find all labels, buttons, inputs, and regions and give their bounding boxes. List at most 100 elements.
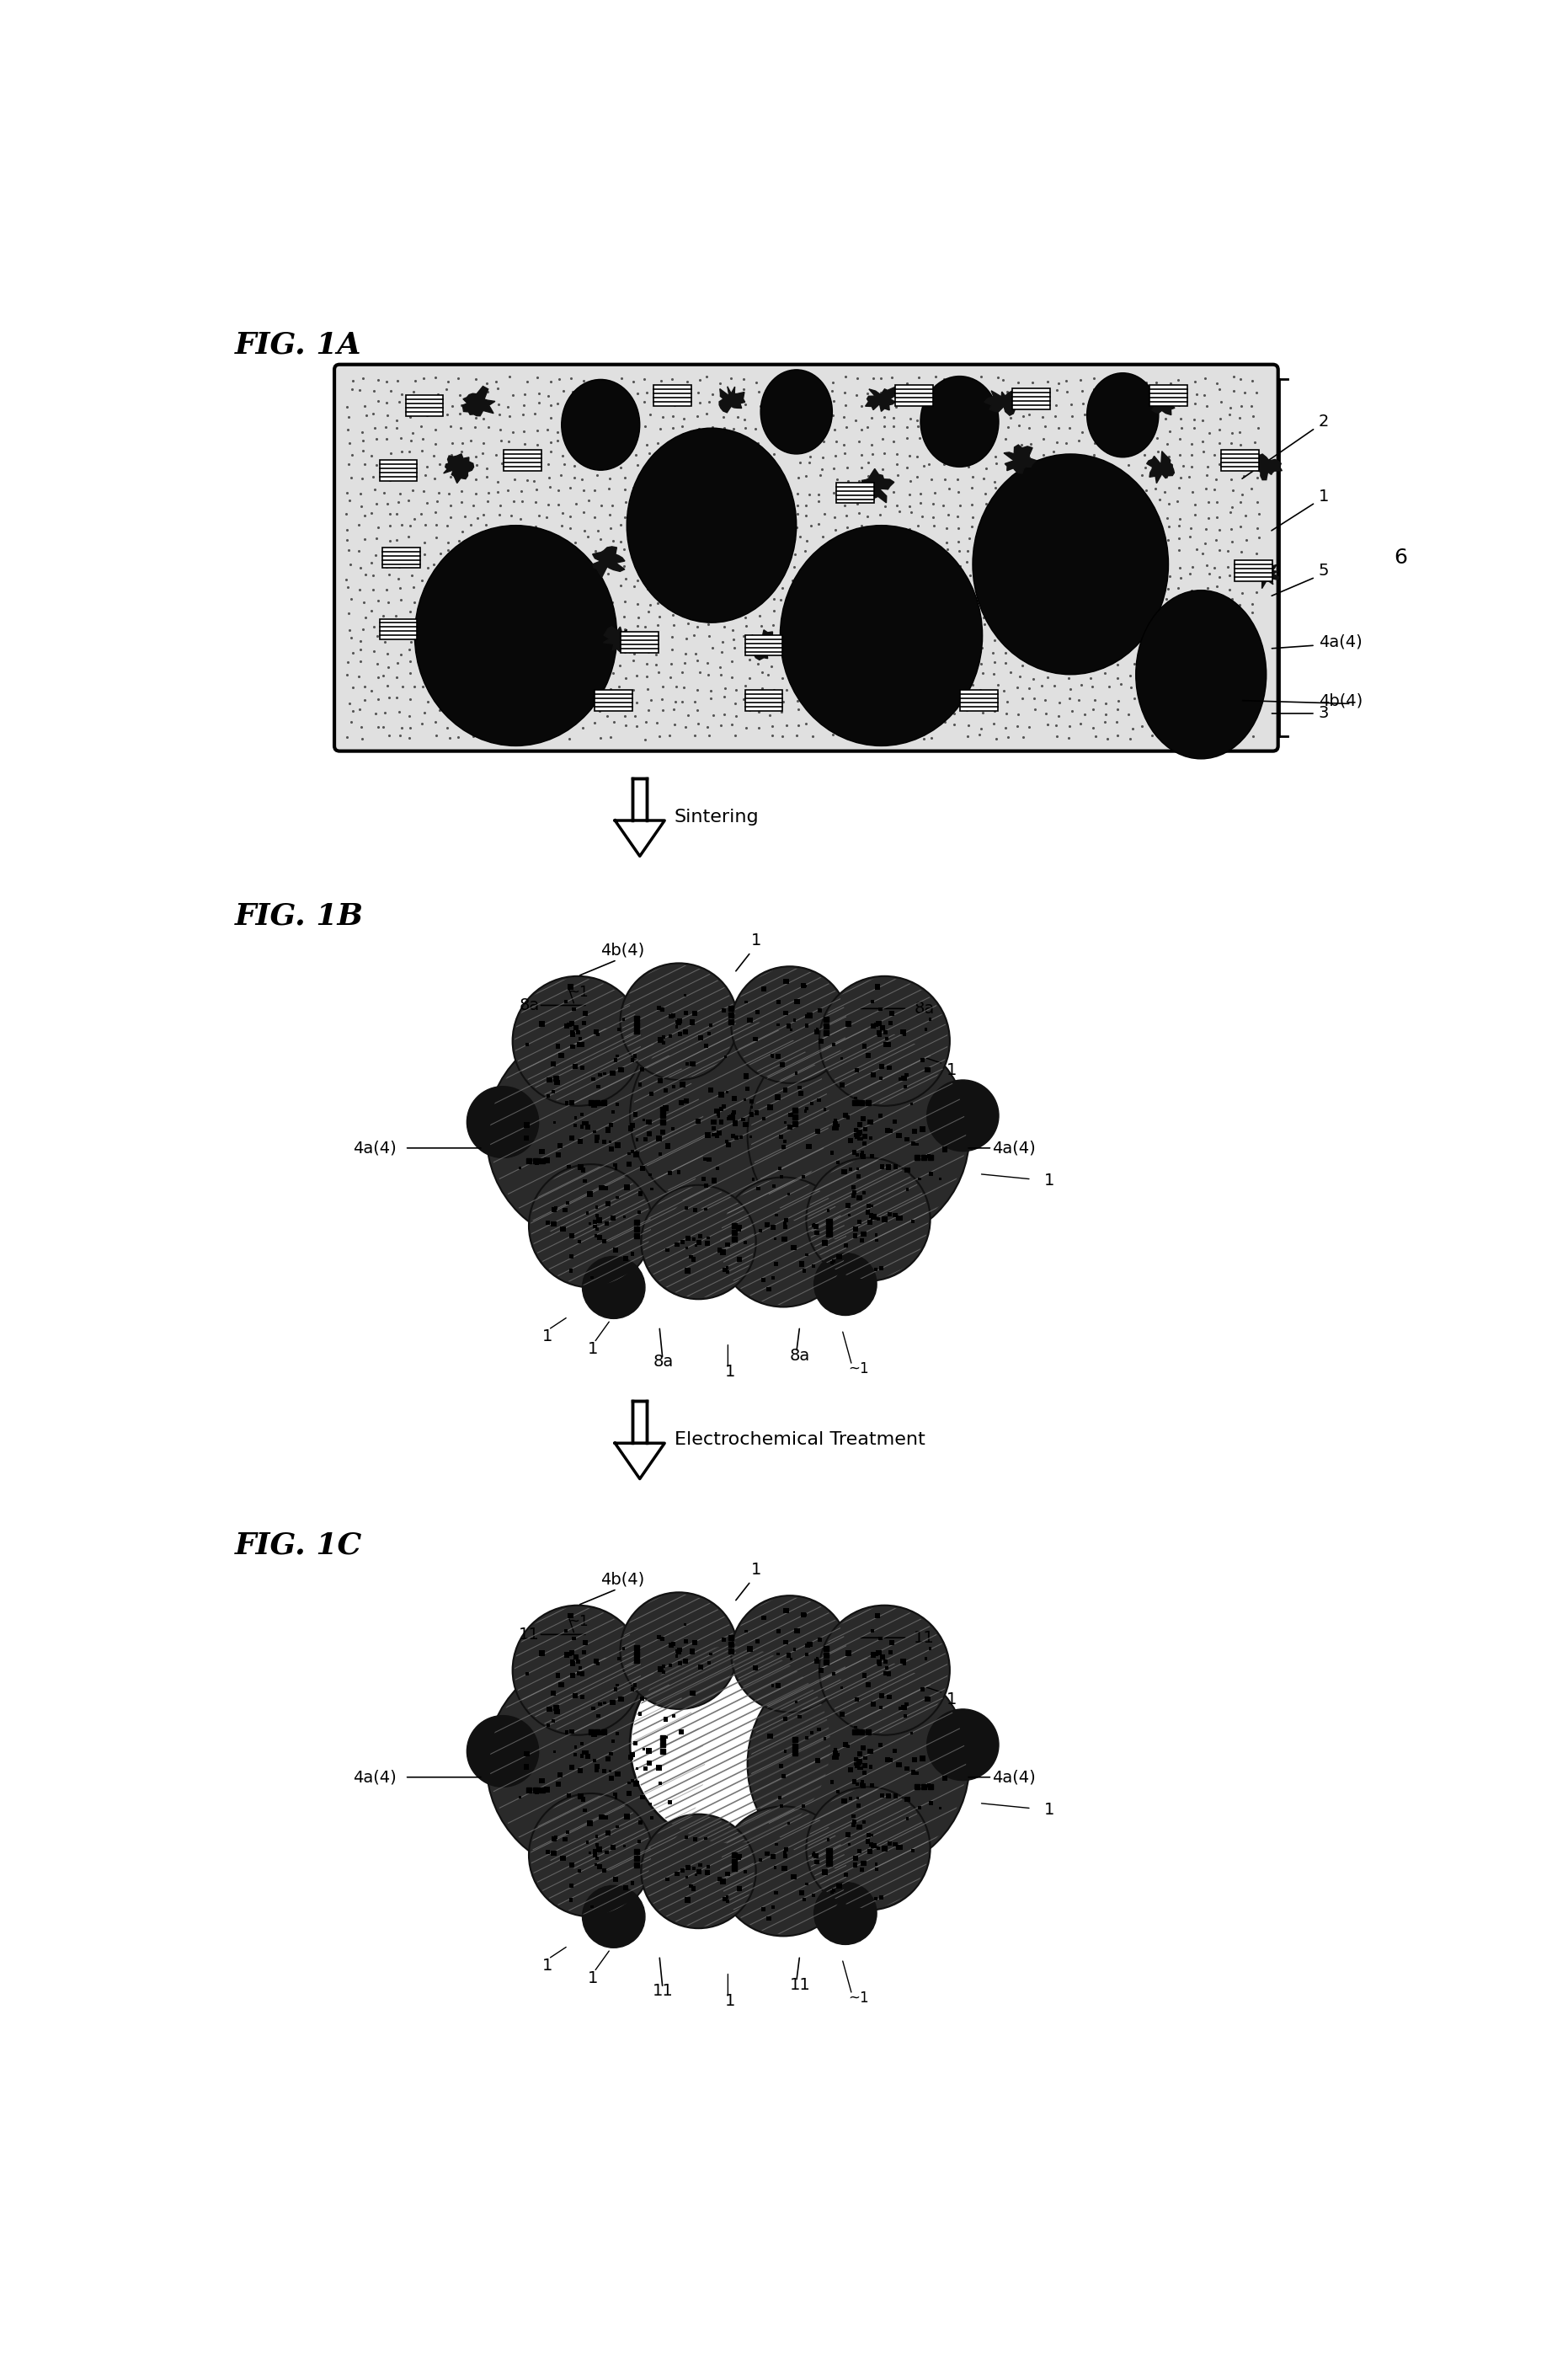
Bar (593, 1760, 596, 1762)
Point (359, 542, 384, 580)
Bar (594, 690, 632, 711)
Bar (569, 1660, 575, 1665)
Point (855, 409, 880, 447)
Bar (845, 1831, 850, 1838)
Point (958, 680, 983, 718)
Bar (867, 1220, 872, 1225)
Point (450, 423, 475, 461)
Point (638, 680, 663, 718)
Point (414, 397, 439, 435)
Point (660, 690, 685, 728)
Circle shape (513, 1605, 643, 1736)
Point (527, 445, 552, 483)
Point (956, 447, 982, 485)
Bar (778, 1795, 781, 1800)
Point (960, 666, 985, 704)
Bar (586, 1822, 593, 1826)
Point (1165, 483, 1190, 521)
Bar (771, 1684, 773, 1686)
Ellipse shape (760, 369, 833, 454)
Bar (745, 690, 782, 711)
Bar (856, 1784, 859, 1786)
Bar (638, 1191, 643, 1196)
Point (971, 694, 996, 732)
Bar (684, 994, 687, 996)
Bar (745, 635, 782, 656)
Point (660, 359, 685, 397)
Bar (668, 1170, 673, 1175)
Point (1134, 471, 1159, 509)
Point (334, 495, 359, 533)
Point (378, 461, 403, 499)
Point (426, 690, 452, 728)
Point (946, 523, 971, 561)
Bar (883, 1042, 887, 1046)
Bar (612, 1111, 615, 1113)
Point (1041, 666, 1066, 704)
Point (737, 659, 762, 697)
Bar (867, 1850, 872, 1855)
Bar (577, 1030, 580, 1034)
Point (897, 476, 922, 514)
Point (1044, 718, 1069, 756)
Bar (659, 1077, 663, 1084)
Point (699, 376, 724, 414)
Point (1220, 414, 1245, 452)
Point (775, 671, 800, 709)
Bar (858, 1130, 862, 1134)
Text: 1: 1 (751, 932, 760, 949)
Bar (583, 1641, 588, 1646)
Polygon shape (615, 1443, 665, 1479)
Point (748, 618, 773, 656)
Point (458, 421, 483, 459)
Point (797, 476, 822, 514)
Point (437, 499, 463, 537)
Point (771, 682, 797, 721)
Bar (629, 1755, 633, 1760)
Point (710, 397, 735, 435)
Point (633, 656, 659, 694)
Point (1069, 371, 1094, 409)
Bar (685, 1246, 688, 1248)
Bar (880, 1025, 886, 1030)
Point (1195, 447, 1220, 485)
Bar (612, 1741, 615, 1743)
Polygon shape (593, 547, 624, 578)
Point (999, 400, 1024, 438)
Bar (840, 1686, 844, 1688)
Bar (881, 1218, 887, 1222)
Bar (875, 1267, 878, 1272)
Point (550, 438, 575, 476)
Bar (920, 1755, 925, 1762)
Bar (729, 1115, 734, 1120)
Point (994, 694, 1019, 732)
Text: FIG. 1B: FIG. 1B (235, 901, 364, 930)
Bar (869, 1843, 873, 1848)
Point (720, 611, 745, 649)
Point (768, 580, 793, 618)
Bar (911, 1769, 916, 1774)
Point (746, 628, 771, 666)
Bar (729, 1641, 734, 1648)
Bar (616, 1824, 619, 1829)
Point (986, 359, 1011, 397)
Bar (887, 1130, 892, 1132)
Bar (701, 1177, 706, 1182)
Point (365, 680, 390, 718)
Circle shape (641, 1184, 756, 1298)
Bar (834, 1118, 837, 1122)
Point (423, 411, 448, 449)
Point (894, 449, 919, 487)
Point (1156, 507, 1181, 545)
Point (834, 497, 859, 535)
Bar (928, 1156, 933, 1160)
Bar (665, 1736, 668, 1738)
Point (495, 388, 521, 426)
Bar (853, 1101, 858, 1106)
Point (1220, 471, 1245, 509)
Point (1196, 483, 1221, 521)
Point (1221, 357, 1247, 395)
Point (685, 704, 710, 742)
Bar (591, 1077, 594, 1082)
Point (933, 509, 958, 547)
